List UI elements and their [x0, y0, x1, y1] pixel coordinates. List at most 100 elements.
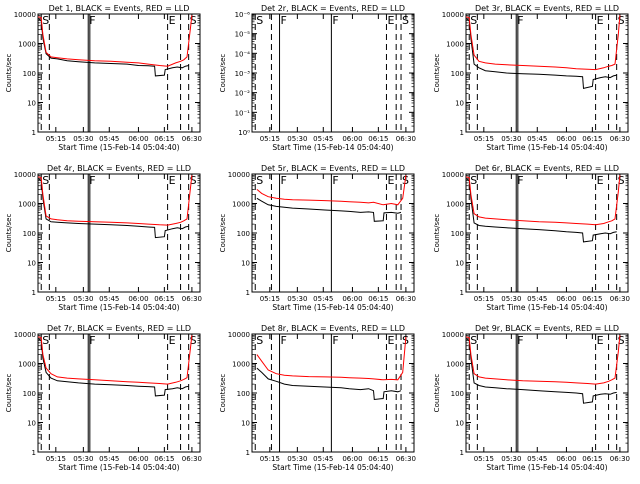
x-tick-label: 06:30 [396, 295, 416, 303]
series-line-black [256, 367, 402, 401]
series-line-black [466, 338, 617, 404]
marker-label: S [190, 334, 197, 347]
y-axis-label: Counts/sec [5, 374, 13, 413]
marker-label: F [517, 334, 523, 347]
marker-label: S [618, 334, 625, 347]
y-tick-label: 100 [23, 390, 36, 398]
marker-label: E [387, 174, 394, 187]
y-tick-label: 10 [241, 260, 250, 268]
y-tick-label: 1 [32, 289, 36, 297]
x-tick-label: 05:45 [99, 295, 119, 303]
y-tick-label: 10000 [228, 331, 250, 339]
y-tick-label: 1000 [446, 361, 464, 369]
x-tick-label: 05:45 [99, 455, 119, 463]
marker-label: F [281, 174, 287, 187]
x-tick-label: 06:00 [556, 455, 576, 463]
x-tick-label: 05:30 [73, 455, 93, 463]
x-tick-label: 06:00 [342, 135, 362, 143]
x-tick-label: 06:15 [154, 135, 174, 143]
marker-label: S [42, 334, 49, 347]
y-tick-label: 1 [460, 129, 464, 137]
y-tick-label: 10000 [442, 171, 464, 179]
series-line-black [38, 338, 189, 397]
x-tick-label: 05:15 [474, 135, 494, 143]
y-tick-label: 10 [27, 420, 36, 428]
y-axis-label: Counts/sec [219, 214, 227, 253]
x-tick-label: 05:15 [46, 135, 66, 143]
x-tick-label: 05:15 [474, 295, 494, 303]
y-tick-label: 1 [246, 289, 250, 297]
y-axis-label: Counts/sec [5, 54, 13, 93]
series-line-red [256, 336, 407, 381]
x-axis-label: Start Time (15-Feb-14 05:04:40) [486, 143, 607, 152]
x-tick-label: 06:30 [396, 455, 416, 463]
marker-label: E [597, 14, 604, 27]
panel-det-1: Det 1, BLACK = Events, RED = LLD Counts/s… [5, 4, 202, 152]
plot-frame [37, 333, 201, 453]
marker-label: E [387, 14, 394, 27]
marker-label: S [618, 174, 625, 187]
x-tick-label: 05:30 [501, 455, 521, 463]
x-tick-label: 06:15 [154, 295, 174, 303]
y-tick-label: 100 [23, 70, 36, 78]
panel-det-5: Det 5r, BLACK = Events, RED = LLD Counts/… [219, 164, 416, 312]
x-axis-label: Start Time (15-Feb-14 05:04:40) [486, 463, 607, 472]
x-tick-label: 06:15 [582, 455, 602, 463]
y-tick-label: 1 [32, 449, 36, 457]
plot-frame [37, 173, 201, 293]
y-tick-label: 10⁻² [235, 90, 251, 98]
x-tick-label: 06:00 [128, 135, 148, 143]
y-tick-label: 100 [451, 230, 464, 238]
x-tick-label: 05:30 [501, 295, 521, 303]
y-tick-label: 100 [451, 390, 464, 398]
y-tick-label: 100 [237, 390, 250, 398]
x-tick-label: 06:30 [610, 135, 630, 143]
marker-label: S [42, 14, 49, 27]
series-line-red [38, 15, 193, 67]
x-tick-label: 06:15 [368, 135, 388, 143]
y-axis-label: Counts/sec [433, 54, 441, 93]
series-line-red [466, 15, 621, 71]
x-tick-label: 06:30 [610, 455, 630, 463]
x-tick-label: 05:15 [46, 455, 66, 463]
x-tick-label: 06:15 [368, 455, 388, 463]
marker-label: E [169, 14, 176, 27]
marker-label: F [517, 174, 523, 187]
y-tick-label: 100 [237, 230, 250, 238]
x-tick-label: 06:30 [396, 135, 416, 143]
x-tick-label: 05:45 [313, 455, 333, 463]
marker-label: F [89, 174, 95, 187]
x-tick-label: 06:00 [128, 455, 148, 463]
series-line-red [466, 175, 621, 226]
x-tick-label: 06:15 [154, 455, 174, 463]
marker-label: E [169, 334, 176, 347]
panel-det-3: Det 3r, BLACK = Events, RED = LLD Counts/… [433, 4, 630, 152]
panel-title: Det 1, BLACK = Events, RED = LLD [49, 4, 190, 13]
y-tick-label: 10⁻⁴ [235, 50, 251, 58]
marker-label: E [169, 174, 176, 187]
y-tick-label: 10000 [228, 171, 250, 179]
marker-label: F [89, 14, 95, 27]
marker-label: F [332, 334, 338, 347]
marker-label: E [387, 334, 394, 347]
y-tick-label: 1 [460, 289, 464, 297]
x-tick-label: 05:45 [313, 135, 333, 143]
x-tick-label: 05:30 [287, 135, 307, 143]
marker-label: E [597, 174, 604, 187]
y-tick-label: 1000 [446, 201, 464, 209]
x-tick-label: 06:30 [610, 295, 630, 303]
x-axis-label: Start Time (15-Feb-14 05:04:40) [272, 143, 393, 152]
y-tick-label: 10⁰ [238, 129, 250, 137]
x-tick-label: 05:15 [474, 455, 494, 463]
y-tick-label: 1 [246, 449, 250, 457]
x-tick-label: 05:30 [501, 135, 521, 143]
y-tick-label: 10 [455, 260, 464, 268]
panel-title: Det 3r, BLACK = Events, RED = LLD [475, 4, 619, 13]
x-axis-label: Start Time (15-Feb-14 05:04:40) [58, 143, 179, 152]
plot-frame [251, 333, 415, 453]
x-tick-label: 06:15 [368, 295, 388, 303]
x-tick-label: 05:15 [260, 295, 280, 303]
panel-title: Det 2r, BLACK = Events, RED = LLD [261, 4, 405, 13]
